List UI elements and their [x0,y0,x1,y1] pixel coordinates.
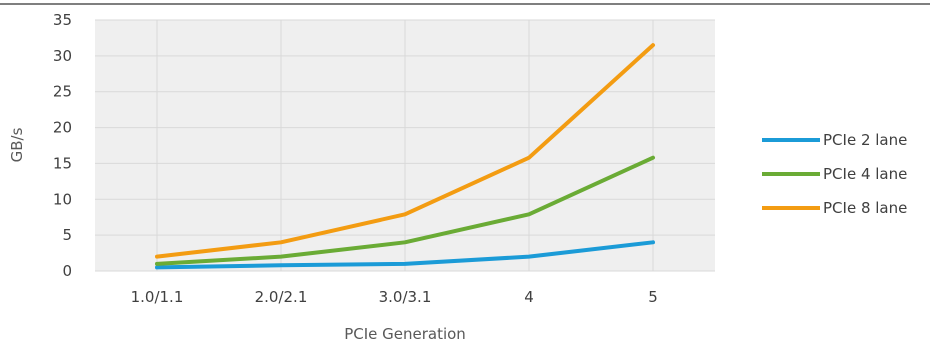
y-axis-ticks: 0 5 10 15 20 25 30 35 [53,11,72,280]
legend-label: PCIe 8 lane [823,199,907,217]
y-tick-label: 15 [53,154,72,172]
y-tick-label: 10 [53,190,72,208]
legend: PCIe 2 lane PCIe 4 lane PCIe 8 lane [762,131,907,217]
series-line-pcie-4-lane [155,155,655,266]
gridlines [95,19,715,272]
x-axis-ticks: 1.0/1.1 2.0/2.1 3.0/3.1 4 5 [131,288,658,306]
y-tick-label: 35 [53,11,72,29]
series-line-pcie-8-lane [155,43,655,259]
legend-label: PCIe 2 lane [823,131,907,149]
series-line-pcie-2-lane [155,240,655,270]
x-axis-title: PCIe Generation [344,325,466,343]
x-tick-label: 5 [648,288,658,306]
y-tick-label: 25 [53,83,72,101]
y-axis-title: GB/s [8,127,26,162]
y-tick-label: 5 [62,226,72,244]
series-lines [155,43,655,270]
y-tick-label: 30 [53,47,72,65]
x-tick-label: 1.0/1.1 [131,288,184,306]
y-tick-label: 0 [62,262,72,280]
x-tick-label: 3.0/3.1 [379,288,432,306]
x-tick-label: 2.0/2.1 [255,288,308,306]
y-tick-label: 20 [53,119,72,137]
x-tick-label: 4 [524,288,534,306]
legend-label: PCIe 4 lane [823,165,907,183]
